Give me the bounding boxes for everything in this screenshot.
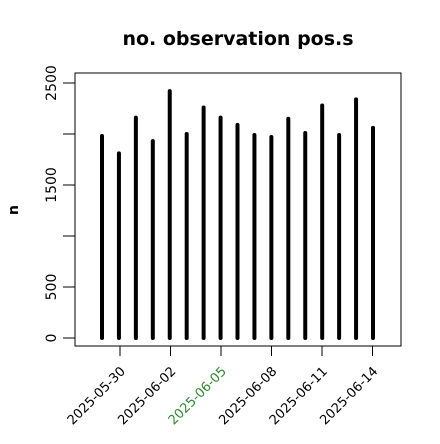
chart-title: no. observation pos.s [122,28,353,50]
y-axis: 0 500 1500 2500 [44,65,75,342]
bar-series [100,89,375,340]
y-tick-label-0: 0 [44,334,60,343]
y-axis-label: n [6,205,22,215]
y-tick-label-2500: 2500 [44,65,60,101]
x-axis: 2025-05-302025-06-022025-06-052025-06-08… [65,346,381,428]
y-tick-label-500: 500 [44,274,60,301]
plot-frame [74,72,402,347]
y-tick-label-1500: 1500 [44,167,60,203]
